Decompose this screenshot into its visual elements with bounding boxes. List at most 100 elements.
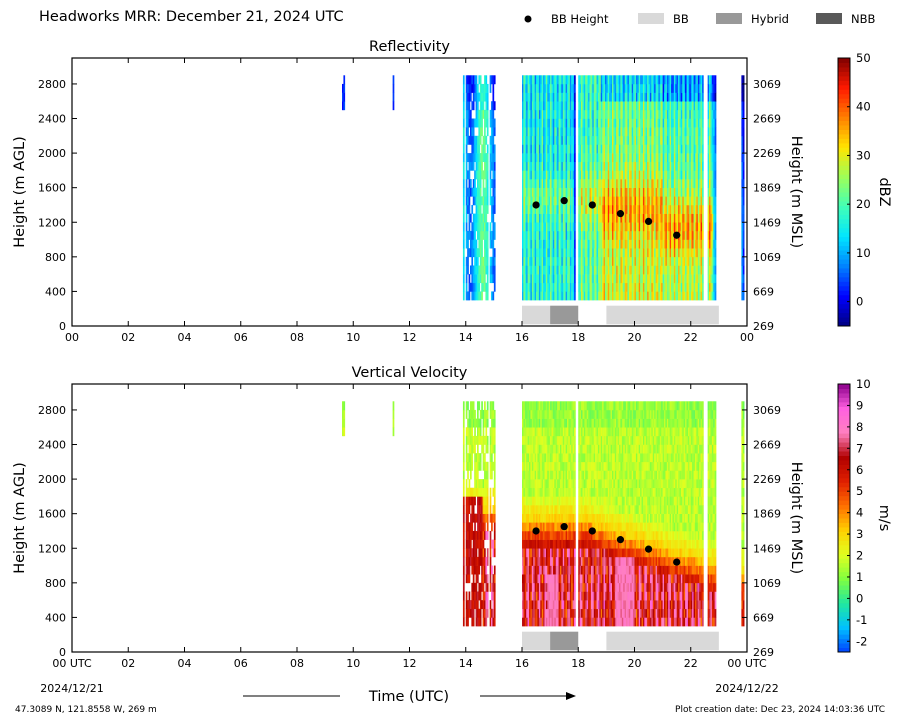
heatmap-cell [693,239,696,249]
heatmap-cell [541,92,544,102]
heatmap-cell [672,118,675,128]
heatmap-cell [685,127,687,137]
heatmap-cell [626,213,628,223]
heatmap-cell [478,92,481,102]
heatmap-cell [642,153,645,163]
heatmap-cell [692,135,694,145]
heatmap-cell [634,187,637,197]
heatmap-cell [568,291,571,301]
heatmap-cell [481,196,483,206]
heatmap-cell [529,487,531,497]
heatmap-cell [482,187,485,197]
heatmap-cell [596,170,599,180]
heatmap-cell [524,522,527,532]
heatmap-cell [626,196,628,206]
heatmap-cell [548,170,551,180]
heatmap-cell [606,127,609,137]
heatmap-cell [644,274,647,284]
heatmap-cell [651,109,654,119]
heatmap-cell [641,75,644,85]
heatmap-cell [485,608,488,618]
heatmap-cell [567,170,569,180]
heatmap-cell [713,109,715,119]
heatmap-cell [485,265,488,275]
heatmap-cell [680,248,683,258]
heatmap-cell [489,435,492,445]
heatmap-cell [700,161,703,171]
heatmap-cell [634,153,637,163]
heatmap-cell [689,187,692,197]
heatmap-cell [342,92,344,102]
heatmap-cell [627,118,630,128]
heatmap-cell [536,608,538,618]
heatmap-cell [657,204,659,214]
heatmap-cell [696,153,699,163]
heatmap-cell [633,170,635,180]
heatmap-cell [682,282,685,292]
heatmap-cell [613,135,616,145]
heatmap-cell [607,179,610,188]
heatmap-cell [621,248,624,258]
heatmap-cell [477,565,479,575]
heatmap-cell [485,118,488,128]
heatmap-cell [581,127,583,137]
heatmap-cell [662,144,665,154]
heatmap-cell [687,291,690,301]
heatmap-cell [523,418,526,428]
heatmap-cell [614,75,617,85]
heatmap-cell [659,196,662,206]
heatmap-cell [484,409,486,419]
heatmap-cell [741,170,744,180]
heatmap-cell [687,274,690,284]
heatmap-cell [557,92,559,102]
heatmap-cell [659,265,662,275]
heatmap-cell [676,92,679,102]
heatmap-cell [602,179,604,188]
heatmap-cell [572,153,575,163]
heatmap-cell [612,161,614,171]
heatmap-cell [474,548,476,558]
heatmap-cell [567,222,569,232]
heatmap-cell [569,256,572,266]
heatmap-cell [623,187,625,197]
heatmap-cell [635,170,638,180]
heatmap-cell [700,274,703,284]
heatmap-cell [621,170,624,180]
heatmap-cell [700,92,703,102]
heatmap-cell [600,161,603,171]
heatmap-cell [654,92,656,102]
heatmap-cell [579,109,582,119]
heatmap-cell [555,127,558,137]
heatmap-cell [536,505,538,514]
heatmap-cell [673,222,676,232]
heatmap-cell [472,92,475,102]
heatmap-cell [742,144,745,154]
heatmap-cell [462,101,465,111]
heatmap-cell [489,539,492,549]
heatmap-cell [467,565,469,575]
heatmap-cell [606,291,609,301]
heatmap-cell [479,418,482,428]
heatmap-cell [590,265,593,275]
heatmap-cell [700,196,703,206]
heatmap-cell [589,239,592,249]
heatmap-cell [524,170,527,180]
heatmap-cell [468,161,471,171]
heatmap-cell [537,118,540,128]
colorbar-segment [838,263,850,269]
heatmap-cell [475,83,478,93]
heatmap-cell [609,153,611,163]
colorbar-segment [838,138,850,144]
heatmap-cell [690,256,693,266]
heatmap-cell [544,101,547,111]
colorbar-segment [838,227,850,233]
heatmap-cell [603,92,606,102]
heatmap-cell [482,109,485,119]
heatmap-cell [468,118,471,128]
heatmap-cell [623,161,625,171]
heatmap-cell [634,274,637,284]
heatmap-cell [522,196,524,206]
heatmap-cell [558,248,561,258]
heatmap-cell [471,617,474,627]
heatmap-cell [562,75,565,85]
